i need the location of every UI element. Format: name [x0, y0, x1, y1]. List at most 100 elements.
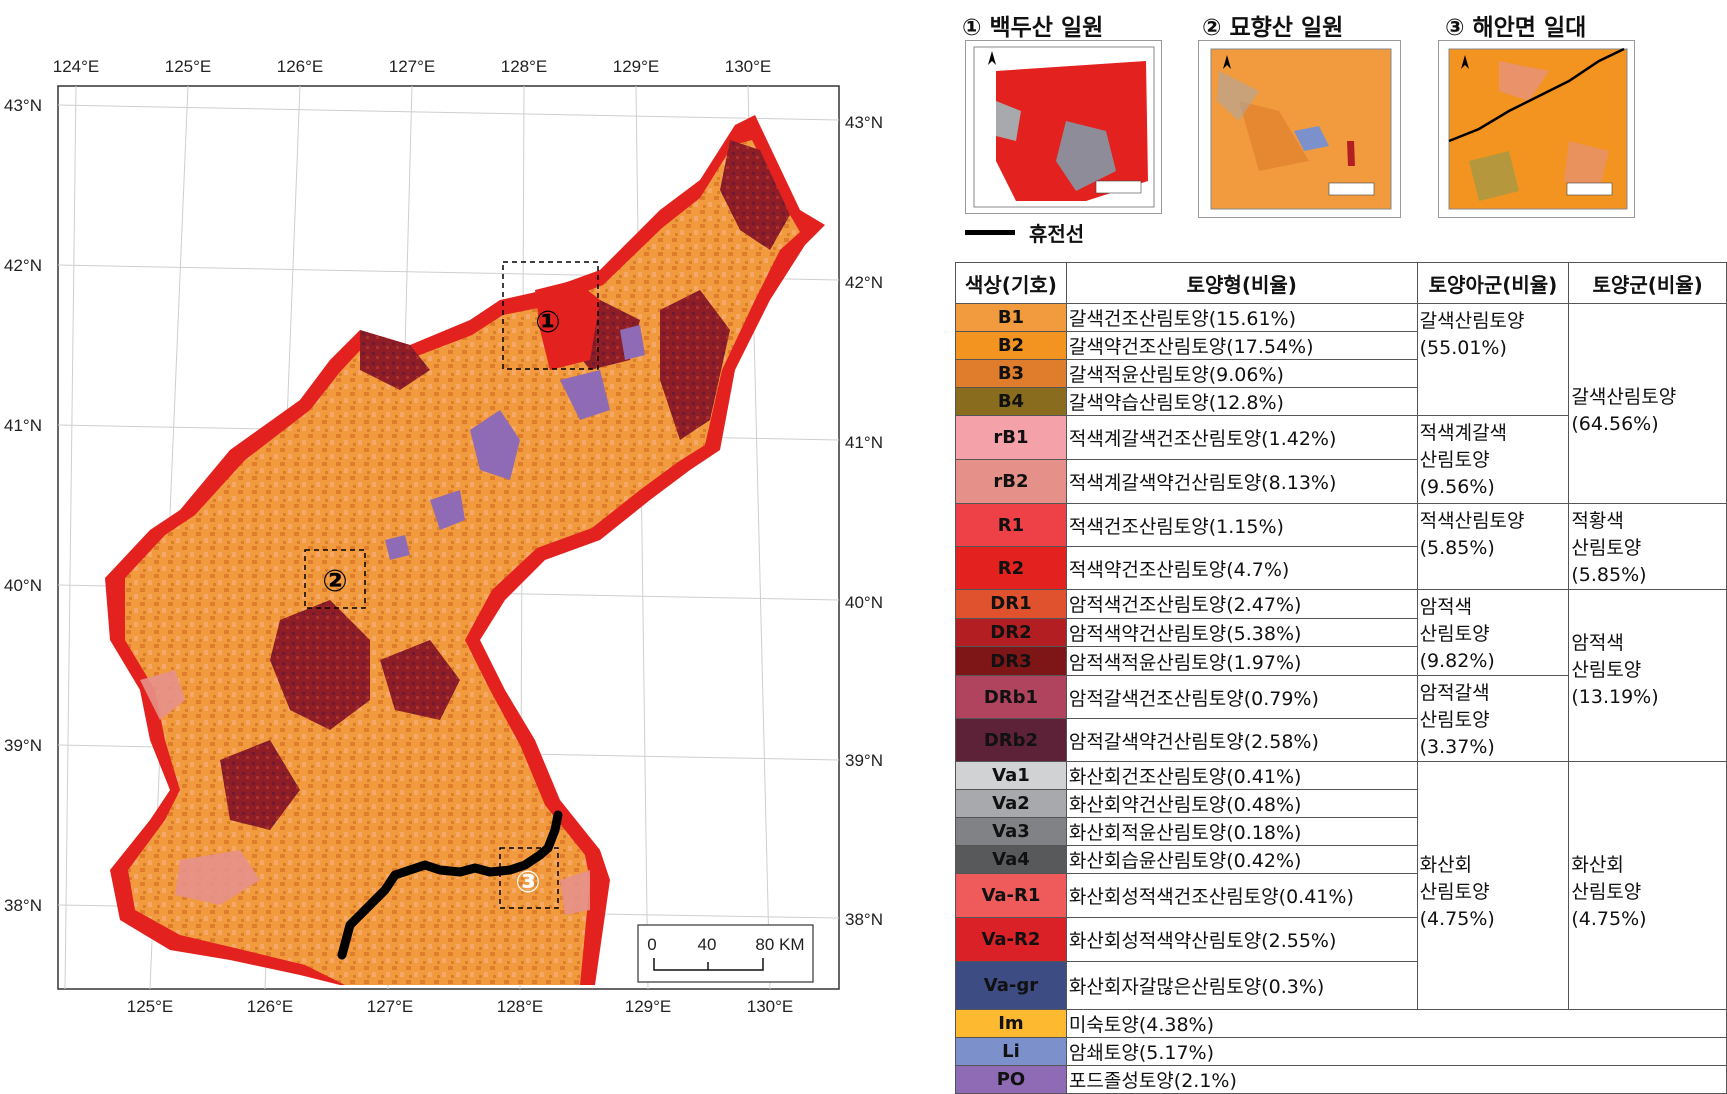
group-red-yellow: 적황색 산림토양 (5.85%)	[1568, 503, 1727, 590]
svg-text:125°E: 125°E	[127, 997, 174, 1016]
svg-text:128°E: 128°E	[497, 997, 544, 1016]
soil-type-DR1: 암적색건조산림토양(2.47%)	[1065, 589, 1418, 619]
soil-type-Va2: 화산회약건산림토양(0.48%)	[1065, 789, 1418, 818]
scale-bar: 0 40 80 KM	[637, 924, 814, 983]
lat-ticks-left: 43°N 42°N 41°N 40°N 39°N 38°N	[4, 96, 42, 915]
table-row: Va1 화산회건조산림토양(0.41%) 화산회 산림토양 (4.75%) 화산회 산…	[955, 761, 1727, 1010]
north-arrow-icon	[1461, 55, 1469, 69]
svg-text:40°N: 40°N	[4, 576, 42, 595]
dark-red-soil-patches	[220, 140, 790, 830]
soil-type-B2: 갈색약건조산림토양(17.54%)	[1065, 331, 1418, 360]
svg-text:129°E: 129°E	[625, 997, 672, 1016]
header-soil-group: 토양군(비율)	[1568, 262, 1727, 304]
soil-type-Va-gr: 화산회자갈많은산림토양(0.3%)	[1065, 961, 1418, 1010]
soil-type-Va-R1: 화산회성적색건조산림토양(0.41%)	[1065, 873, 1418, 918]
soil-type-DRb2: 암적갈색약건산림토양(2.58%)	[1065, 718, 1418, 762]
inset-map-myohyang[interactable]	[1198, 40, 1401, 218]
swatch-DR1: DR1	[955, 589, 1067, 619]
group-volcanic: 화산회 산림토양 (4.75%)	[1568, 761, 1727, 1010]
svg-text:125°E: 125°E	[165, 57, 212, 76]
table-row: Va-R1 화산회성적색건조산림토양(0.41%)	[955, 873, 1727, 918]
inset-map-paektu[interactable]	[965, 40, 1162, 214]
svg-text:126°E: 126°E	[247, 997, 294, 1016]
purple-soil-patches	[385, 325, 645, 560]
table-row: R2 적색약건조산림토양(4.7%)	[955, 546, 1727, 590]
swatch-Va4: Va4	[955, 845, 1067, 874]
svg-text:43°N: 43°N	[845, 113, 883, 132]
table-row: B3 갈색적윤산림토양(9.06%)	[955, 359, 1727, 388]
inset-map-haean[interactable]	[1438, 40, 1635, 218]
svg-text:128°E: 128°E	[501, 57, 548, 76]
svg-text:42°N: 42°N	[4, 256, 42, 275]
soil-type-rB2: 적색계갈색약건산림토양(8.13%)	[1065, 459, 1418, 504]
inset-dmz-line	[1448, 47, 1625, 143]
swatch-R2: R2	[955, 546, 1067, 590]
study-area-marker-2: ②	[322, 564, 347, 599]
group-brown: 갈색산림토양 (64.56%)	[1568, 303, 1727, 504]
subgroup-reddish-brown: 적색계갈색 산림토양 (9.56%)	[1416, 415, 1570, 504]
study-area-marker-3: ③	[515, 865, 540, 900]
inset-haean-graphic	[1448, 47, 1628, 210]
table-row: DRb1 암적갈색건조산림토양(0.79%) 암적갈색 산림토양 (3.37%)	[955, 675, 1727, 762]
soil-type-DRb1: 암적갈색건조산림토양(0.79%)	[1065, 675, 1418, 719]
table-row: DR3 암적색적윤산림토양(1.97%)	[955, 646, 1727, 676]
swatch-B1: B1	[955, 303, 1067, 332]
soil-type-rB1: 적색계갈색건조산림토양(1.42%)	[1065, 415, 1418, 460]
svg-text:126°E: 126°E	[277, 57, 324, 76]
study-area-box-2[interactable]	[304, 549, 366, 609]
table-row: B1 갈색건조산림토양(15.61%) 갈색산림토양 (55.01%) 갈색산림토…	[955, 303, 1727, 504]
table-row: B2 갈색약건조산림토양(17.54%)	[955, 331, 1727, 360]
swatch-Va1: Va1	[955, 761, 1067, 790]
soil-type-B4: 갈색약습산림토양(12.8%)	[1065, 387, 1418, 416]
svg-text:127°E: 127°E	[389, 57, 436, 76]
lon-ticks-bottom: 125°E 126°E 127°E 128°E 129°E 130°E	[127, 997, 794, 1016]
soil-type-Im: 미숙토양(4.38%)	[1065, 1009, 1727, 1038]
dmz-line	[337, 810, 563, 960]
study-area-box-1[interactable]	[502, 261, 599, 370]
swatch-Im: Im	[955, 1009, 1067, 1038]
table-row: Va3 화산회적윤산림토양(0.18%)	[955, 817, 1727, 846]
svg-text:127°E: 127°E	[367, 997, 414, 1016]
dmz-legend-label: 휴전선	[1029, 222, 1085, 246]
swatch-Va-gr: Va-gr	[955, 961, 1067, 1010]
soil-type-Va1: 화산회건조산림토양(0.41%)	[1065, 761, 1418, 790]
svg-text:39°N: 39°N	[4, 736, 42, 755]
paektu-red-area	[535, 280, 600, 370]
study-area-box-3[interactable]	[499, 847, 559, 909]
study-area-marker-1: ①	[535, 305, 560, 340]
scale-label-40: 40	[698, 935, 717, 954]
svg-text:130°E: 130°E	[725, 57, 772, 76]
lat-ticks-right: 43°N 42°N 41°N 40°N 39°N 38°N	[845, 113, 883, 929]
svg-text:124°E: 124°E	[53, 57, 100, 76]
table-row: DRb2 암적갈색약건산림토양(2.58%)	[955, 718, 1727, 762]
table-row: R1 적색건조산림토양(1.15%) 적색산림토양 (5.85%) 적황색 산림토양…	[955, 503, 1727, 590]
subgroup-brown: 갈색산림토양 (55.01%)	[1416, 303, 1570, 416]
soil-type-R1: 적색건조산림토양(1.15%)	[1065, 503, 1418, 547]
table-row: Va-gr 화산회자갈많은산림토양(0.3%)	[955, 961, 1727, 1010]
subgroup-red: 적색산림토양 (5.85%)	[1416, 503, 1570, 590]
header-soil-subgroup: 토양아군(비율)	[1416, 262, 1570, 304]
soil-type-DR2: 암적색약건산림토양(5.38%)	[1065, 617, 1418, 648]
scale-label-0: 0	[647, 935, 656, 954]
swatch-Va-R1: Va-R1	[955, 873, 1067, 918]
soil-type-Li: 암쇄토양(5.17%)	[1065, 1037, 1727, 1066]
soil-type-Va-R2: 화산회성적색약산림토양(2.55%)	[1065, 917, 1418, 962]
swatch-rB2: rB2	[955, 459, 1067, 504]
north-arrow-icon	[1223, 55, 1231, 69]
scale-label-80: 80 KM	[755, 935, 804, 954]
table-row: DR2 암적색약건산림토양(5.38%)	[955, 617, 1727, 648]
svg-text:42°N: 42°N	[845, 273, 883, 292]
north-arrow-icon	[988, 51, 996, 65]
table-row: Im 미숙토양(4.38%)	[955, 1009, 1727, 1038]
swatch-DRb2: DRb2	[955, 718, 1067, 762]
subgroup-dark-reddish-brown: 암적갈색 산림토양 (3.37%)	[1416, 675, 1570, 762]
swatch-DR2: DR2	[955, 617, 1067, 648]
table-row: Va-R2 화산회성적색약산림토양(2.55%)	[955, 917, 1727, 962]
inset-myohyang-graphic	[1210, 48, 1392, 210]
svg-text:38°N: 38°N	[4, 896, 42, 915]
swatch-PO: PO	[955, 1065, 1067, 1094]
soil-classification-table: 색상(기호) 토양형(비율) 토양아군(비율) 토양군(비율) B1 갈색건조산…	[955, 262, 1727, 1094]
table-row: B4 갈색약습산림토양(12.8%)	[955, 387, 1727, 416]
soil-type-PO: 포드졸성토양(2.1%)	[1065, 1065, 1727, 1094]
soil-type-R2: 적색약건조산림토양(4.7%)	[1065, 546, 1418, 590]
